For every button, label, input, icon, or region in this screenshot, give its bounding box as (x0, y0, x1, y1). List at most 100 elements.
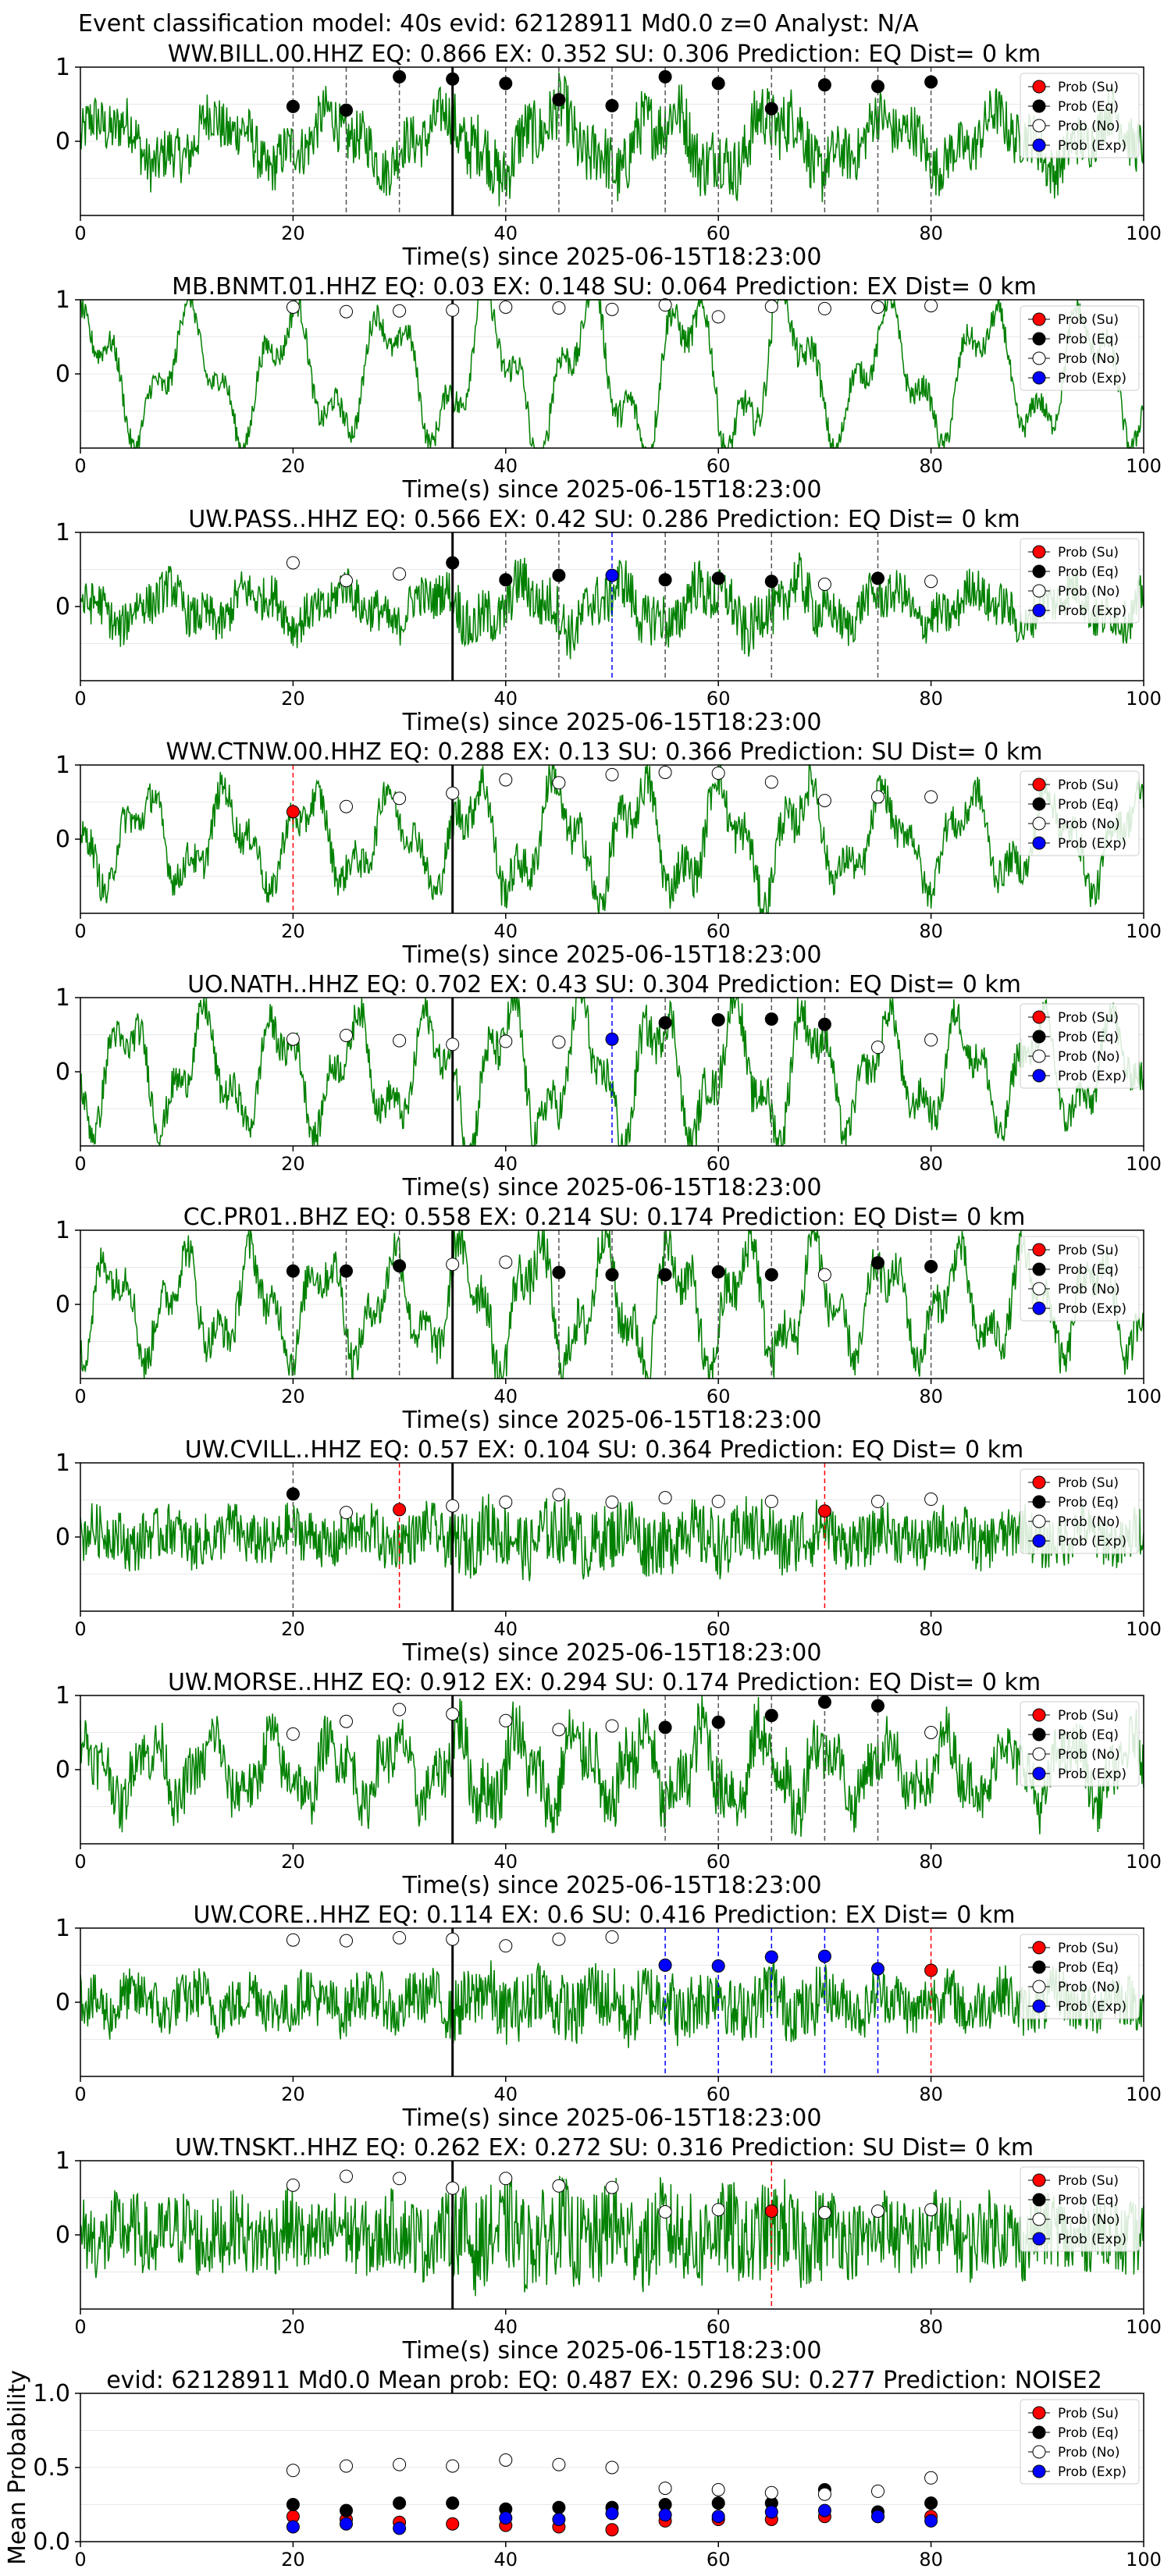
mean-prob-point-no (712, 2484, 724, 2496)
x-tick-label: 40 (494, 2549, 518, 2571)
prob-point-no (606, 1496, 618, 1508)
legend-label: Prob (Eq) (1058, 1030, 1119, 1045)
legend-label: Prob (No) (1058, 351, 1120, 367)
legend-marker (1033, 1263, 1045, 1276)
station-title: WW.BILL.00.HHZ EQ: 0.866 EX: 0.352 SU: 0… (168, 41, 1041, 68)
x-tick-label: 100 (1126, 1386, 1162, 1407)
x-tick-label: 60 (707, 688, 731, 710)
x-tick-label: 40 (494, 2316, 518, 2338)
legend-marker (1033, 313, 1045, 326)
x-tick-label: 80 (919, 1153, 943, 1175)
y-tick-label: 1 (55, 752, 70, 779)
prob-point-no (340, 1934, 353, 1947)
prob-point-eq (765, 575, 778, 588)
station-title: UW.TNSKT..HHZ EQ: 0.262 EX: 0.272 SU: 0.… (175, 2134, 1034, 2161)
x-tick-label: 20 (281, 2549, 305, 2571)
legend-label: Prob (Exp) (1058, 836, 1127, 852)
legend-marker (1033, 1030, 1045, 1043)
legend-label: Prob (Su) (1058, 1010, 1119, 1026)
prob-point-no (872, 2205, 884, 2218)
legend-marker (1033, 1283, 1045, 1295)
legend-label: Prob (Eq) (1058, 332, 1119, 347)
prob-point-eq (872, 80, 884, 93)
prob-point-no (553, 301, 565, 314)
prob-point-no (393, 1034, 406, 1047)
mean-prob-point-exp (659, 2509, 671, 2521)
prob-point-eq (925, 76, 938, 88)
x-tick-label: 0 (74, 222, 86, 244)
prob-point-no (925, 1727, 938, 1739)
legend-marker (1033, 2465, 1045, 2478)
mean-prob-point-exp (872, 2510, 884, 2523)
x-tick-label: 40 (494, 455, 518, 477)
legend-marker (1033, 778, 1045, 791)
x-tick-label: 0 (74, 1618, 86, 1640)
prob-point-no (287, 301, 299, 314)
y-tick-label: 0 (55, 1524, 70, 1551)
mean-prob-point-eq (447, 2497, 459, 2510)
x-tick-label: 60 (707, 2316, 731, 2338)
prob-point-no (287, 1033, 299, 1045)
prob-point-no (925, 2204, 938, 2216)
mean-prob-point-exp (340, 2517, 353, 2530)
legend-label: Prob (Su) (1058, 2173, 1119, 2189)
prob-point-no (447, 1708, 459, 1720)
legend-marker (1033, 2233, 1045, 2245)
prob-point-no (393, 792, 406, 805)
legend-marker (1033, 604, 1045, 617)
x-tick-label: 80 (919, 2316, 943, 2338)
prob-point-su (393, 1503, 406, 1516)
legend-marker (1033, 1709, 1045, 1721)
prob-point-no (712, 767, 724, 779)
prob-point-no (393, 304, 406, 317)
prob-point-no (287, 1727, 299, 1740)
mean-prob-point-exp (606, 2507, 618, 2520)
x-tick-label: 0 (74, 455, 86, 477)
x-tick-label: 60 (707, 1153, 731, 1175)
prob-point-eq (287, 1265, 299, 1277)
x-tick-label: 80 (919, 1851, 943, 1873)
prob-point-no (287, 557, 299, 569)
prob-point-no (447, 1258, 459, 1271)
prob-point-no (500, 1714, 512, 1727)
prob-point-su (925, 1964, 938, 1976)
mean-prob-point-exp (712, 2510, 724, 2523)
prob-point-no (447, 304, 459, 316)
x-tick-label: 40 (494, 1618, 518, 1640)
legend-label: Prob (No) (1058, 817, 1120, 832)
prob-point-eq (659, 1268, 671, 1281)
y-tick-label: 0 (55, 1059, 70, 1086)
y-tick-label: 0 (55, 361, 70, 388)
legend-label: Prob (Su) (1058, 2406, 1119, 2421)
x-tick-label: 80 (919, 222, 943, 244)
prob-point-eq (500, 77, 512, 90)
legend-marker (1033, 2446, 1045, 2458)
station-title: WW.CTNW.00.HHZ EQ: 0.288 EX: 0.13 SU: 0.… (166, 738, 1043, 766)
legend-marker (1033, 2194, 1045, 2206)
x-tick-label: 20 (281, 455, 305, 477)
prob-point-no (287, 2179, 299, 2191)
legend-label: Prob (Su) (1058, 1941, 1119, 1956)
legend-marker (1033, 837, 1045, 849)
mean-prob-point-exp (925, 2514, 938, 2527)
station-title: UO.NATH..HHZ EQ: 0.702 EX: 0.43 SU: 0.30… (187, 971, 1021, 998)
prob-point-no (872, 791, 884, 803)
prob-point-eq (393, 1260, 406, 1272)
legend-marker (1033, 1980, 1045, 1993)
x-tick-label: 20 (281, 2083, 305, 2105)
x-tick-label: 100 (1126, 1153, 1162, 1175)
x-tick-label: 20 (281, 1851, 305, 1873)
x-tick-label: 100 (1126, 1618, 1162, 1640)
legend-marker (1033, 1244, 1045, 1256)
legend-label: Prob (Exp) (1058, 138, 1127, 154)
prob-point-no (818, 2207, 831, 2219)
y-tick-label: 0 (55, 128, 70, 155)
prob-point-no (659, 2206, 671, 2218)
mean-prob-point-exp (765, 2506, 778, 2518)
prob-point-no (765, 301, 778, 313)
x-tick-label: 20 (281, 1386, 305, 1407)
prob-point-eq (712, 1265, 724, 1278)
station-title: UW.CVILL..HHZ EQ: 0.57 EX: 0.104 SU: 0.3… (185, 1436, 1023, 1464)
prob-point-eq (340, 1265, 353, 1277)
x-tick-label: 80 (919, 1386, 943, 1407)
